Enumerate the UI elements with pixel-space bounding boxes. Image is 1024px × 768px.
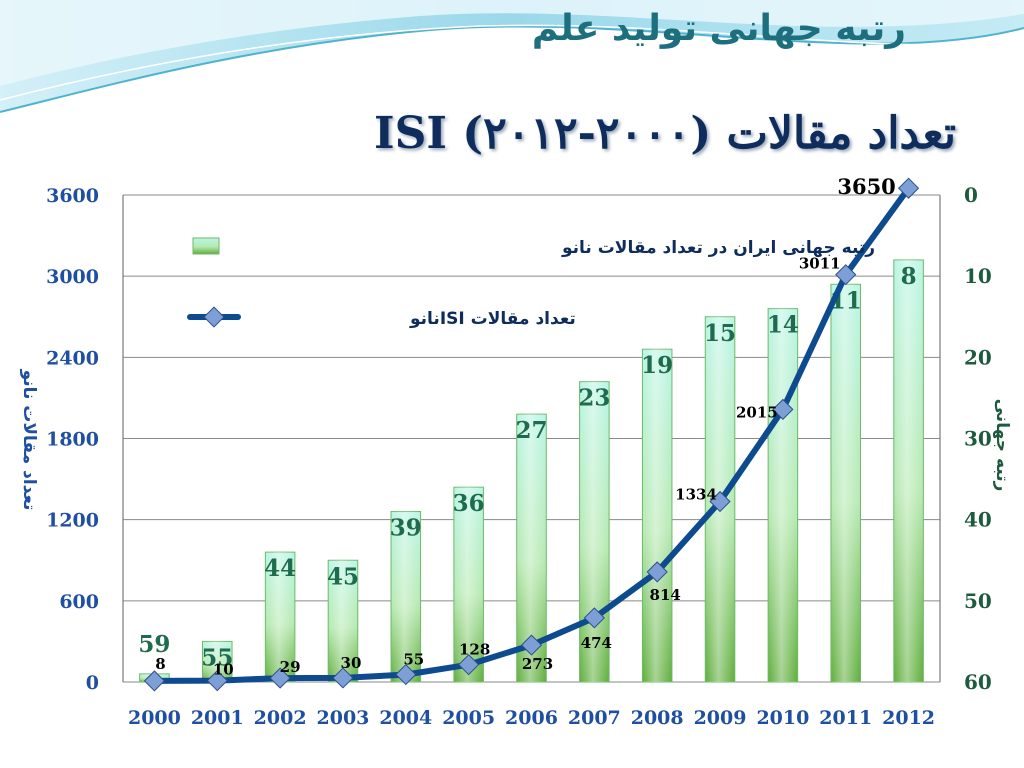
right-axis-tick-label: 0: [964, 183, 978, 207]
line-data-label: 814: [650, 586, 681, 604]
header-waves: [0, 0, 1024, 113]
bar-highlight: [328, 560, 358, 682]
line-marker: [206, 670, 228, 692]
right-axis-tick-label: 40: [964, 508, 992, 532]
gridlines: [122, 194, 941, 683]
left-axis-ticks: 0 600 1200 1800 2400 3000 3600: [46, 185, 99, 694]
bar-highlight: [265, 552, 295, 682]
left-axis-tick-label: 0: [86, 672, 99, 694]
x-axis-tick-label: 2010: [756, 707, 809, 729]
line-data-labels: 8 10 29 30 55 128 273 474 814 1334 2015 3011 3650: [155, 174, 896, 678]
bar-highlight: [579, 381, 610, 682]
x-axis-tick-label: 2005: [442, 707, 495, 729]
bar-highlight: [453, 487, 484, 682]
line-data-label: 30: [341, 654, 362, 672]
line-marker: [646, 561, 668, 583]
left-axis-tick-label: 1200: [46, 510, 99, 532]
line-data-label: 474: [581, 634, 612, 652]
x-axis-tick-label: 2001: [191, 707, 244, 729]
line-data-label: 1334: [675, 486, 717, 504]
line-marker: [709, 490, 731, 513]
bar-data-label: 14: [767, 312, 799, 339]
bar-highlight: [768, 308, 798, 682]
x-axis-tick-label: 2000: [128, 707, 181, 729]
x-axis-tick-label: 2008: [631, 707, 684, 729]
legend: رتبه جهانی ایران در تعداد مقالات نانو تع…: [187, 237, 875, 329]
line-data-label: 128: [459, 641, 490, 659]
line-data-label: 3650: [837, 174, 895, 199]
left-axis-tick-label: 1800: [46, 429, 99, 451]
right-axis-ticks: 0 10 20 30 40 50 60: [964, 183, 992, 694]
bar-data-label: 27: [515, 417, 547, 444]
line-marker: [332, 667, 354, 689]
legend-line-marker: [203, 306, 225, 328]
legend-bar-label: رتبه جهانی ایران در تعداد مقالات نانو: [561, 238, 875, 258]
line-marker: [395, 663, 417, 686]
right-axis-tick-label: 30: [964, 427, 992, 451]
x-axis-tick-label: 2006: [505, 707, 558, 729]
left-axis-tick-label: 3000: [46, 266, 99, 288]
x-axis-ticks: 2000 2001 2002 2003 2004 2005 2006 2007 2008 2009…: [128, 707, 935, 729]
line-marker: [583, 607, 605, 629]
bar-data-label: 39: [390, 515, 422, 542]
x-axis-tick-label: 2007: [568, 707, 621, 729]
right-axis-title: رتبه جهانی: [992, 399, 1012, 492]
line-data-label: 29: [280, 658, 301, 676]
line-data-label: 10: [213, 661, 234, 679]
line-marker: [269, 667, 291, 689]
bar-data-label: 15: [704, 320, 736, 347]
line-markers: [143, 177, 920, 692]
slide-title: تعداد مقالات ISI (۲۰۱۲-۲۰۰۰): [374, 108, 956, 159]
right-axis-tick-label: 60: [964, 670, 992, 694]
x-axis-tick-label: 2004: [379, 707, 432, 729]
left-axis-tick-label: 600: [59, 591, 99, 613]
left-axis-tick-label: 2400: [46, 347, 99, 369]
bar-data-label: 8: [901, 263, 917, 290]
line-data-label: 8: [155, 655, 165, 673]
bar-highlight: [391, 511, 421, 682]
x-axis-tick-label: 2003: [317, 707, 370, 729]
line-data-label: 2015: [736, 403, 778, 421]
bar-data-label: 45: [327, 563, 359, 590]
bar-data-label: 19: [641, 352, 673, 379]
bar-data-label: 59: [138, 631, 170, 658]
line-marker: [835, 264, 857, 286]
bar-highlight: [830, 284, 861, 682]
line-marker: [458, 654, 480, 676]
right-axis-tick-label: 50: [964, 589, 992, 613]
line-marker: [897, 177, 920, 199]
left-axis-title: تعداد مقالات نانو: [19, 369, 39, 511]
x-axis-tick-label: 2011: [819, 707, 872, 729]
line-marker: [520, 634, 543, 656]
bar-data-label: 55: [201, 644, 233, 671]
bar-highlight: [642, 349, 672, 682]
left-axis-tick-label: 3600: [46, 185, 99, 207]
line-data-label: 55: [403, 651, 424, 669]
right-axis-tick-label: 20: [964, 345, 992, 369]
x-axis-tick-label: 2009: [694, 707, 747, 729]
bar-highlight: [893, 259, 924, 682]
line-marker: [143, 670, 166, 692]
bar-data-label: 44: [264, 555, 296, 582]
slide-heading-top: رتبه جهانی تولید علم: [531, 8, 906, 49]
line-data-label: 273: [522, 655, 553, 673]
line-marker: [772, 398, 794, 421]
bar-data-label: 36: [453, 490, 485, 517]
right-axis-tick-label: 10: [964, 264, 992, 288]
line-data-label: 3011: [799, 255, 841, 273]
x-axis-tick-label: 2012: [882, 707, 935, 729]
x-axis-tick-label: 2002: [254, 707, 307, 729]
legend-line-label: تعداد مقالات ISIنانو: [409, 309, 576, 329]
legend-bar-swatch: [192, 237, 220, 255]
bar-data-label: 23: [578, 385, 610, 412]
